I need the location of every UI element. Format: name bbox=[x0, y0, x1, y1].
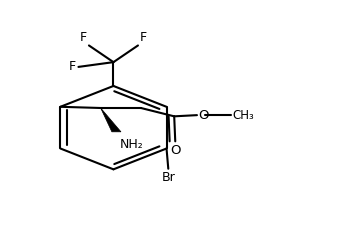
Text: O: O bbox=[198, 109, 209, 122]
Text: F: F bbox=[140, 31, 147, 44]
Text: NH₂: NH₂ bbox=[120, 138, 144, 151]
Text: O: O bbox=[171, 144, 181, 157]
Polygon shape bbox=[101, 108, 121, 132]
Text: Br: Br bbox=[161, 171, 175, 184]
Text: F: F bbox=[68, 60, 76, 74]
Text: F: F bbox=[80, 31, 87, 44]
Text: CH₃: CH₃ bbox=[232, 109, 254, 122]
